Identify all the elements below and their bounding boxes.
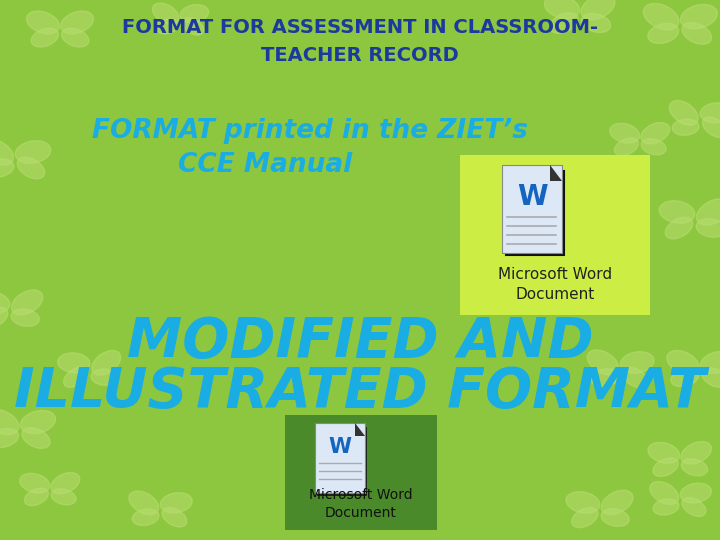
Ellipse shape — [702, 368, 720, 387]
Ellipse shape — [700, 103, 720, 123]
Ellipse shape — [566, 491, 600, 513]
Ellipse shape — [0, 159, 14, 177]
Ellipse shape — [653, 458, 678, 476]
Ellipse shape — [0, 139, 14, 165]
Ellipse shape — [19, 474, 50, 493]
Ellipse shape — [20, 410, 55, 434]
Ellipse shape — [648, 442, 680, 463]
Ellipse shape — [682, 497, 706, 516]
Ellipse shape — [601, 490, 633, 515]
Ellipse shape — [620, 352, 654, 373]
Text: TEACHER RECORD: TEACHER RECORD — [261, 46, 459, 65]
Text: Microsoft Word
Document: Microsoft Word Document — [498, 267, 612, 302]
Ellipse shape — [601, 509, 629, 526]
Text: FORMAT printed in the ZIET’s: FORMAT printed in the ZIET’s — [92, 118, 528, 144]
Ellipse shape — [63, 367, 88, 387]
Ellipse shape — [60, 11, 94, 34]
Ellipse shape — [51, 489, 76, 505]
Text: FORMAT FOR ASSESSMENT IN CLASSROOM-: FORMAT FOR ASSESSMENT IN CLASSROOM- — [122, 18, 598, 37]
Ellipse shape — [160, 492, 192, 513]
Text: MODIFIED AND: MODIFIED AND — [127, 315, 593, 369]
Polygon shape — [550, 165, 562, 181]
Ellipse shape — [0, 428, 19, 448]
Ellipse shape — [0, 409, 19, 435]
Ellipse shape — [550, 12, 578, 33]
Ellipse shape — [11, 309, 40, 326]
Ellipse shape — [31, 28, 58, 47]
Ellipse shape — [17, 157, 45, 179]
Ellipse shape — [653, 499, 679, 515]
Ellipse shape — [671, 369, 698, 387]
Ellipse shape — [132, 509, 159, 525]
Ellipse shape — [0, 307, 8, 328]
Ellipse shape — [581, 14, 611, 32]
Ellipse shape — [51, 472, 80, 494]
Ellipse shape — [581, 0, 615, 19]
Ellipse shape — [162, 508, 186, 527]
FancyBboxPatch shape — [502, 165, 562, 253]
Ellipse shape — [572, 508, 598, 528]
Text: W: W — [328, 437, 351, 457]
Ellipse shape — [58, 353, 90, 373]
Ellipse shape — [703, 117, 720, 137]
Ellipse shape — [153, 3, 179, 24]
Text: Microsoft Word
Document: Microsoft Word Document — [309, 488, 413, 521]
Ellipse shape — [648, 23, 679, 43]
Ellipse shape — [22, 428, 50, 448]
FancyBboxPatch shape — [315, 423, 365, 493]
Ellipse shape — [544, 0, 580, 18]
Ellipse shape — [156, 19, 179, 34]
Ellipse shape — [588, 350, 618, 375]
Ellipse shape — [672, 119, 699, 136]
Ellipse shape — [182, 18, 204, 35]
FancyBboxPatch shape — [285, 415, 437, 530]
Polygon shape — [355, 423, 365, 436]
Ellipse shape — [91, 350, 121, 375]
Ellipse shape — [643, 3, 679, 30]
Ellipse shape — [681, 458, 708, 476]
Ellipse shape — [680, 483, 711, 503]
Ellipse shape — [622, 367, 648, 388]
Ellipse shape — [667, 350, 699, 374]
Ellipse shape — [641, 139, 666, 155]
Text: W: W — [517, 183, 547, 211]
Ellipse shape — [641, 123, 670, 144]
Ellipse shape — [12, 290, 42, 315]
Ellipse shape — [180, 4, 209, 23]
Ellipse shape — [61, 28, 89, 47]
Ellipse shape — [649, 482, 679, 504]
Ellipse shape — [610, 123, 639, 143]
Ellipse shape — [680, 4, 717, 29]
Ellipse shape — [696, 219, 720, 237]
Ellipse shape — [681, 442, 711, 464]
Ellipse shape — [660, 201, 695, 223]
Ellipse shape — [129, 491, 158, 515]
Ellipse shape — [701, 352, 720, 374]
FancyBboxPatch shape — [460, 155, 650, 315]
Ellipse shape — [682, 23, 711, 44]
Ellipse shape — [670, 100, 698, 125]
Ellipse shape — [27, 11, 59, 34]
Ellipse shape — [665, 217, 693, 239]
Ellipse shape — [696, 199, 720, 225]
Ellipse shape — [91, 369, 118, 386]
Ellipse shape — [614, 138, 639, 156]
Ellipse shape — [0, 292, 10, 313]
Ellipse shape — [590, 369, 619, 387]
Text: ILLUSTRATED FORMAT: ILLUSTRATED FORMAT — [14, 365, 706, 419]
Text: CCE Manual: CCE Manual — [178, 152, 352, 178]
Ellipse shape — [15, 141, 51, 163]
Ellipse shape — [24, 488, 48, 505]
